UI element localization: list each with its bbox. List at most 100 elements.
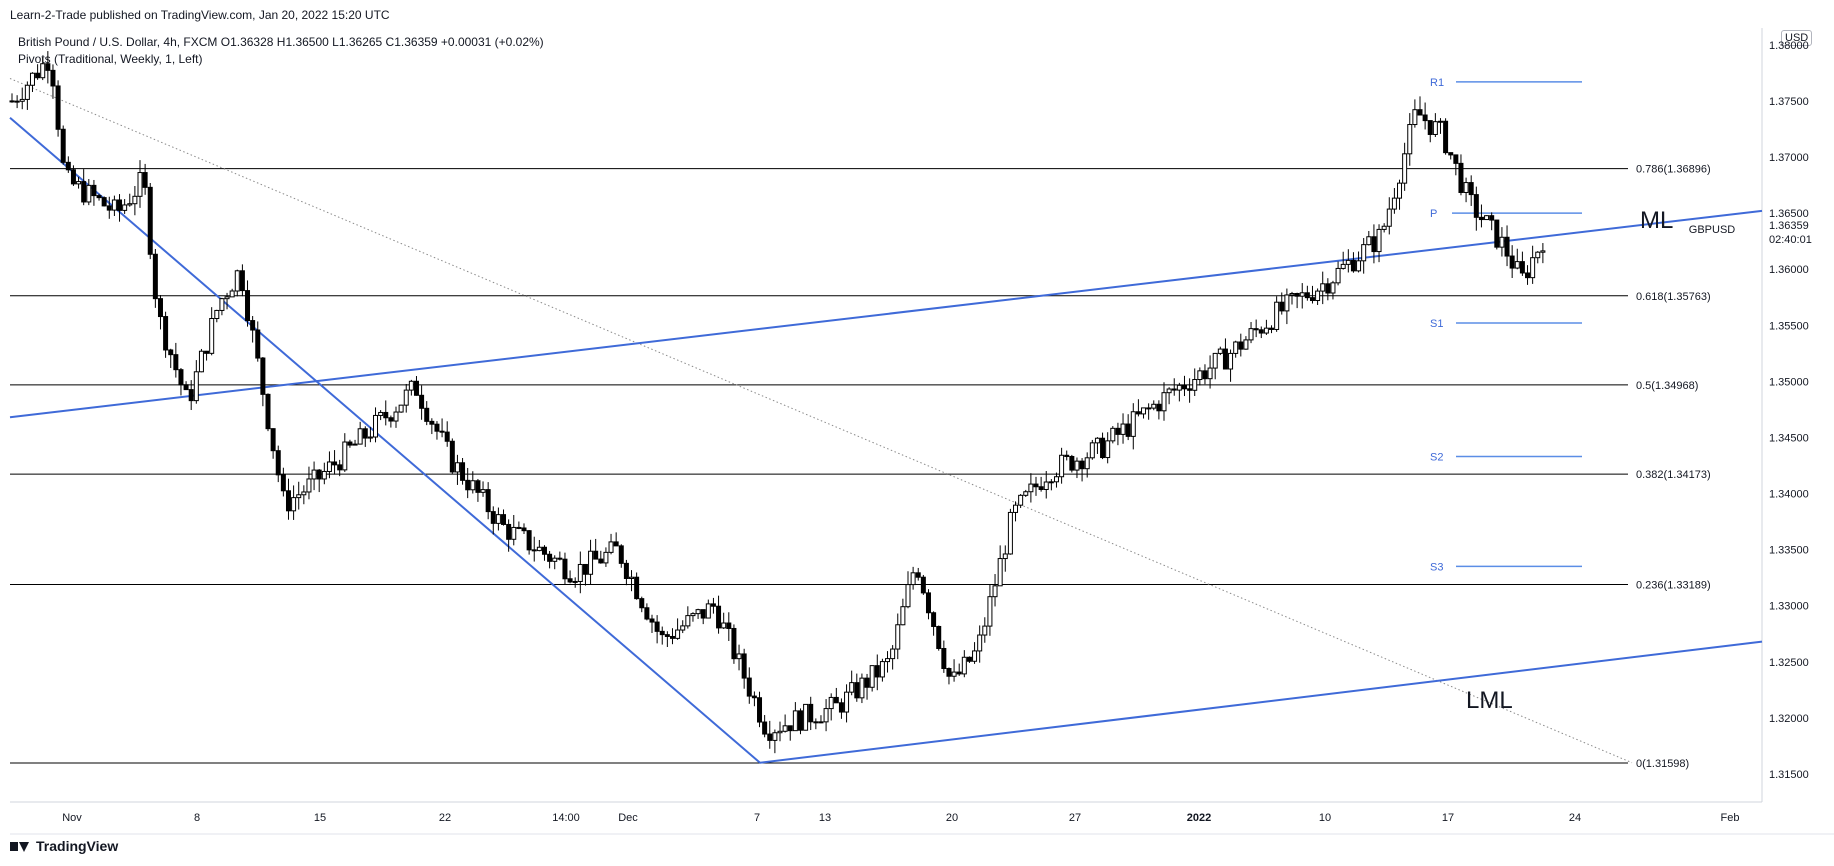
candle-body: [716, 605, 722, 629]
candle-body: [1514, 261, 1520, 269]
candle-body: [1335, 267, 1341, 284]
price-tick-label: 1.33000: [1769, 601, 1809, 613]
candle-body: [547, 553, 553, 562]
candle-body: [280, 474, 286, 492]
candle-body: [972, 650, 978, 662]
candle-body: [224, 296, 230, 300]
candle-body: [1023, 491, 1029, 496]
candle-body: [424, 407, 430, 422]
price-tick-label: 1.36500: [1769, 208, 1809, 220]
candle-body: [772, 732, 778, 741]
candle-body: [1048, 481, 1054, 484]
candle-body: [1519, 261, 1525, 274]
candle-body: [1238, 341, 1244, 350]
candle-body: [70, 169, 76, 185]
candle-body: [1309, 297, 1315, 302]
candle-body: [265, 393, 271, 430]
candle-body: [1125, 423, 1131, 437]
candle-body: [96, 195, 102, 199]
candle-body: [470, 480, 476, 491]
candle-body: [1110, 427, 1116, 442]
candle-body: [1345, 259, 1351, 265]
candle-body: [654, 621, 660, 632]
candle-body: [1453, 154, 1459, 164]
time-tick-label: 17: [1442, 812, 1454, 824]
candle-body: [1181, 384, 1187, 390]
candle-body: [111, 199, 117, 211]
candle-body: [1094, 437, 1100, 444]
candle-body: [357, 428, 363, 445]
candle-body: [475, 480, 481, 493]
candle-body: [306, 478, 312, 493]
candle-body: [1069, 455, 1075, 471]
candle-body: [434, 423, 440, 432]
candle-body: [1002, 553, 1008, 560]
candle-body: [705, 603, 711, 619]
pivots-indicator-line: Pivots (Traditional, Weekly, 1, Left): [18, 52, 203, 66]
fib-level-label: 0.618(1.35763): [1636, 291, 1711, 303]
candle-body: [86, 184, 92, 203]
candle-body: [787, 725, 793, 732]
candle-body: [132, 195, 138, 205]
candle-body: [465, 479, 471, 491]
candle-body: [920, 576, 926, 594]
candle-body: [1463, 182, 1469, 193]
candle-body: [1443, 120, 1449, 154]
candle-body: [710, 603, 716, 607]
candle-body: [1304, 292, 1310, 299]
candle-body: [1540, 250, 1546, 253]
candle-body: [245, 290, 251, 322]
candle-body: [326, 461, 332, 472]
candle-body: [828, 696, 834, 710]
candle-body: [695, 609, 701, 615]
candle-body: [1356, 260, 1362, 272]
fib-level-label: 0.786(1.36896): [1636, 164, 1711, 176]
candle-body: [1146, 407, 1152, 410]
candle-body: [1391, 197, 1397, 210]
candle-body: [35, 72, 41, 79]
candle-body: [572, 580, 578, 583]
candle-body: [541, 546, 547, 555]
candle-body: [285, 490, 291, 512]
candle-body: [726, 622, 732, 629]
candle-body: [1468, 182, 1474, 196]
candle-body: [91, 184, 97, 197]
median-line-label: ML: [1640, 207, 1673, 234]
candle-body: [1407, 124, 1413, 155]
candle-body: [480, 489, 486, 493]
candle-body: [623, 562, 629, 579]
candle-body: [383, 411, 389, 419]
candle-body: [1007, 511, 1013, 555]
candle-body: [700, 609, 706, 619]
candle-body: [797, 710, 803, 731]
candle-body: [536, 546, 542, 552]
candle-body: [869, 665, 875, 688]
candle-body: [818, 721, 824, 724]
candle-body: [367, 436, 373, 439]
candle-body: [219, 298, 225, 311]
currency-button[interactable]: USD: [1781, 30, 1813, 46]
candle-body: [19, 98, 25, 102]
tradingview-logo-icon: [10, 840, 30, 852]
candle-body: [1028, 483, 1034, 493]
candle-body: [649, 618, 655, 623]
price-tick-label: 1.35000: [1769, 376, 1809, 388]
candle-body: [741, 653, 747, 679]
candle-body: [685, 615, 691, 627]
time-tick-label: 13: [819, 812, 831, 824]
fib-level-label: 0(1.31598): [1636, 758, 1689, 770]
candle-body: [895, 624, 901, 650]
candle-body: [751, 695, 757, 699]
candle-body: [142, 172, 148, 188]
candle-body: [152, 253, 158, 300]
price-tick-label: 1.31500: [1769, 769, 1809, 781]
candle-body: [1243, 339, 1249, 350]
time-tick-label: 10: [1319, 812, 1331, 824]
candle-body: [506, 523, 512, 540]
fib-level-label: 0.382(1.34173): [1636, 469, 1711, 481]
candle-body: [1473, 194, 1479, 218]
candle-body: [198, 350, 204, 373]
median-line: [9, 209, 1763, 419]
candle-body: [931, 612, 937, 627]
